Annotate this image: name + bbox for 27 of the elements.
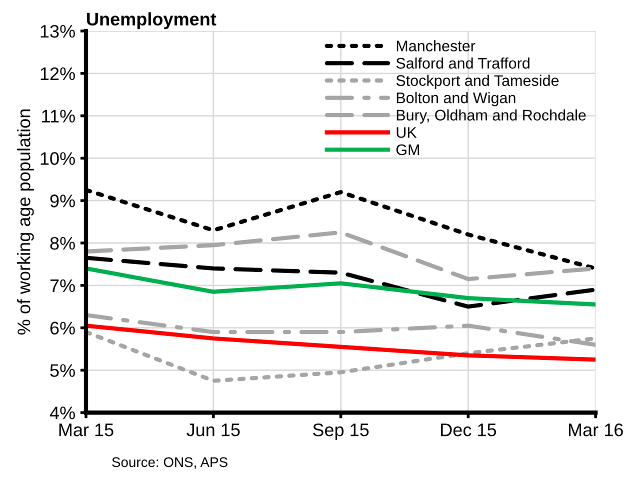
x-tick-label: Mar 16 xyxy=(568,424,623,436)
x-tick-label: Jun 15 xyxy=(186,424,240,436)
x-tick-label: Dec 15 xyxy=(441,424,496,436)
y-tick-label: 4% xyxy=(50,406,75,420)
y-tick-label: 11% xyxy=(42,110,75,122)
x-tick-label: Sep 15 xyxy=(313,424,369,440)
line-series xyxy=(86,324,596,362)
y-tick-label: 7% xyxy=(50,279,75,292)
line-series xyxy=(86,266,596,307)
legend-label: Stockport and Tameside xyxy=(396,74,559,90)
legend-label: Manchester xyxy=(396,40,476,52)
y-tick-label: 9% xyxy=(50,194,75,208)
legend-label: Bury, Oldham and Rochdale xyxy=(396,109,586,124)
y-tick-label: 5% xyxy=(50,364,75,377)
legend-label: Salford and Trafford xyxy=(396,57,530,69)
y-tick-label: 6% xyxy=(50,322,75,335)
source-note: Source: ONS, APS xyxy=(112,457,228,469)
y-axis-title: % of working age population xyxy=(17,110,34,335)
y-tick-label: 10% xyxy=(40,152,75,165)
legend-label: Bolton and Wigan xyxy=(396,92,516,106)
x-tick-label: Mar 15 xyxy=(59,424,114,436)
legend-label: GM xyxy=(396,144,419,156)
chart-title: Unemployment xyxy=(87,12,216,30)
y-tick-label: 12% xyxy=(40,67,75,80)
y-tick-label: 13% xyxy=(40,24,75,38)
legend-label: UK xyxy=(396,127,417,138)
y-tick-label: 8% xyxy=(50,236,75,250)
